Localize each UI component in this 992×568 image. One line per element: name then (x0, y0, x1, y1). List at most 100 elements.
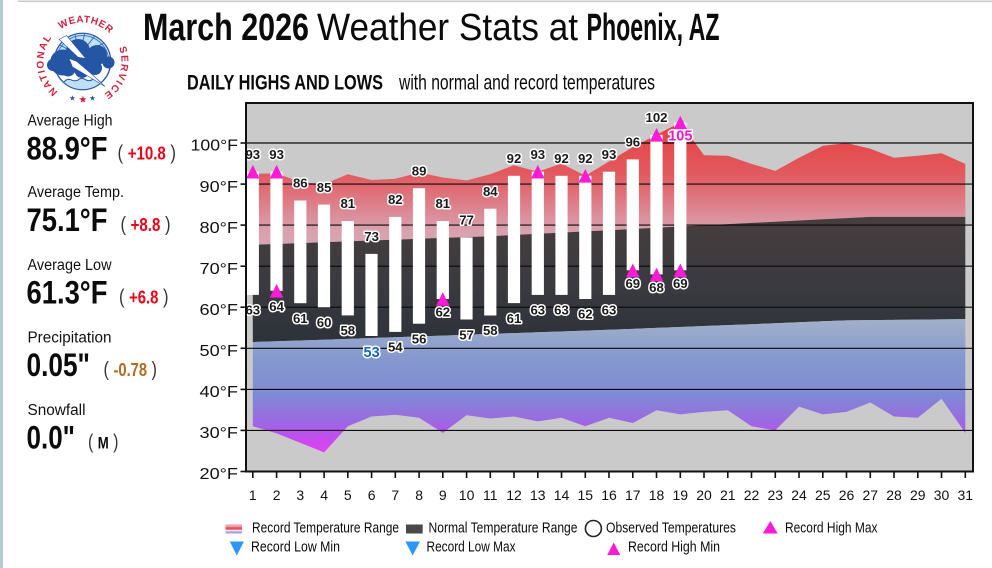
svg-text:26: 26 (839, 487, 855, 503)
svg-text:( -0.78 ): ( -0.78 ) (104, 359, 158, 381)
svg-text:9: 9 (439, 487, 447, 503)
svg-text:56: 56 (412, 331, 427, 346)
svg-text:4: 4 (320, 487, 328, 503)
svg-text:73: 73 (364, 229, 379, 244)
svg-text:85: 85 (317, 180, 332, 195)
svg-text:0.05": 0.05" (27, 347, 91, 383)
svg-text:75.1°F: 75.1°F (27, 202, 108, 238)
svg-text:Record High Max: Record High Max (785, 520, 878, 537)
svg-text:19: 19 (673, 487, 689, 503)
svg-text:30: 30 (934, 487, 950, 503)
svg-text:63: 63 (554, 303, 569, 318)
svg-text:93: 93 (269, 147, 284, 162)
svg-text:30°F: 30°F (200, 425, 239, 442)
svg-text:92: 92 (554, 151, 569, 166)
svg-text:22: 22 (744, 487, 760, 503)
svg-text:61: 61 (293, 311, 308, 326)
svg-text:93: 93 (530, 147, 545, 162)
svg-text:40°F: 40°F (200, 384, 239, 401)
svg-text:Average Temp.: Average Temp. (28, 184, 125, 201)
svg-text:64: 64 (269, 299, 284, 314)
svg-text:53: 53 (364, 345, 380, 361)
svg-text:60: 60 (317, 315, 332, 330)
svg-text:80°F: 80°F (200, 220, 239, 237)
svg-text:25: 25 (815, 487, 831, 503)
svg-text:31: 31 (958, 487, 974, 503)
svg-text:21: 21 (720, 487, 736, 503)
svg-text:6: 6 (368, 487, 376, 503)
svg-text:96: 96 (625, 135, 640, 150)
svg-text:62: 62 (435, 305, 450, 320)
svg-text:82: 82 (388, 192, 403, 207)
svg-text:27: 27 (863, 487, 879, 503)
svg-text:105: 105 (668, 129, 692, 145)
svg-text:50°F: 50°F (200, 343, 239, 360)
svg-text:93: 93 (245, 147, 260, 162)
svg-text:58: 58 (483, 323, 498, 338)
svg-text:( +10.8 ): ( +10.8 ) (118, 143, 177, 165)
svg-text:54: 54 (388, 340, 403, 355)
svg-text:Record High Min: Record High Min (628, 539, 720, 556)
svg-text:5: 5 (344, 487, 352, 503)
svg-text:63: 63 (602, 303, 617, 318)
svg-text:93: 93 (602, 147, 617, 162)
svg-text:2: 2 (273, 487, 281, 503)
svg-text:62: 62 (578, 307, 593, 322)
svg-text:68: 68 (649, 280, 664, 295)
svg-text:58: 58 (340, 323, 355, 338)
svg-text:28: 28 (886, 487, 902, 503)
svg-text:Record Temperature Range: Record Temperature Range (252, 520, 399, 537)
svg-text:Average Low: Average Low (28, 257, 113, 274)
svg-text:61: 61 (507, 311, 522, 326)
svg-text:81: 81 (435, 196, 450, 211)
svg-text:DAILY HIGHS AND LOWS: DAILY HIGHS AND LOWS (187, 72, 383, 95)
svg-text:100°F: 100°F (191, 138, 239, 155)
svg-text:92: 92 (578, 151, 593, 166)
svg-text:23: 23 (768, 487, 784, 503)
svg-text:86: 86 (293, 176, 308, 191)
svg-text:88.9°F: 88.9°F (27, 131, 108, 167)
svg-text:7: 7 (391, 487, 399, 503)
svg-text:61.3°F: 61.3°F (27, 275, 108, 311)
svg-text:Precipitation: Precipitation (28, 330, 112, 347)
svg-text:with normal and record tempera: with normal and record temperatures (398, 72, 655, 95)
svg-text:81: 81 (340, 196, 355, 211)
svg-text:( M ): ( M ) (88, 432, 119, 454)
svg-text:( +6.8 ): ( +6.8 ) (119, 287, 169, 309)
svg-text:Average High: Average High (28, 113, 113, 130)
svg-text:20: 20 (696, 487, 712, 503)
svg-text:March 2026: March 2026 (143, 7, 309, 49)
svg-text:8: 8 (415, 487, 423, 503)
svg-text:70°F: 70°F (200, 261, 239, 278)
svg-text:24: 24 (791, 487, 807, 503)
svg-text:92: 92 (507, 151, 522, 166)
svg-text:0.0": 0.0" (27, 420, 76, 456)
svg-text:20°F: 20°F (200, 466, 239, 483)
svg-text:63: 63 (530, 303, 545, 318)
svg-text:13: 13 (530, 487, 546, 503)
svg-text:90°F: 90°F (200, 179, 239, 196)
svg-text:14: 14 (554, 487, 570, 503)
svg-text:10: 10 (459, 487, 475, 503)
svg-text:( +8.8 ): ( +8.8 ) (121, 214, 171, 236)
svg-text:84: 84 (483, 184, 498, 199)
svg-text:60°F: 60°F (200, 302, 239, 319)
svg-text:102: 102 (645, 110, 667, 125)
svg-text:15: 15 (578, 487, 594, 503)
svg-text:69: 69 (673, 276, 688, 291)
svg-text:63: 63 (245, 303, 260, 318)
svg-text:18: 18 (649, 487, 665, 503)
svg-text:Snowfall: Snowfall (28, 402, 86, 419)
svg-text:Record Low Min: Record Low Min (251, 539, 340, 556)
svg-text:3: 3 (296, 487, 304, 503)
svg-text:77: 77 (459, 213, 474, 228)
svg-text:Weather Stats at: Weather Stats at (317, 7, 578, 49)
svg-text:29: 29 (910, 487, 926, 503)
svg-text:Normal Temperature Range: Normal Temperature Range (429, 520, 578, 537)
svg-text:11: 11 (483, 487, 498, 503)
svg-text:Observed Temperatures: Observed Temperatures (606, 520, 736, 537)
svg-text:69: 69 (625, 276, 640, 291)
svg-text:16: 16 (601, 487, 617, 503)
svg-text:1: 1 (249, 487, 257, 503)
svg-text:17: 17 (625, 487, 641, 503)
